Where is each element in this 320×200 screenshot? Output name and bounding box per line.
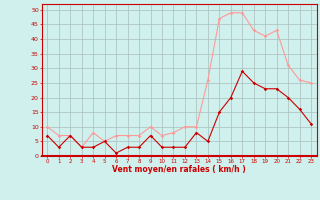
X-axis label: Vent moyen/en rafales ( km/h ): Vent moyen/en rafales ( km/h ) (112, 165, 246, 174)
